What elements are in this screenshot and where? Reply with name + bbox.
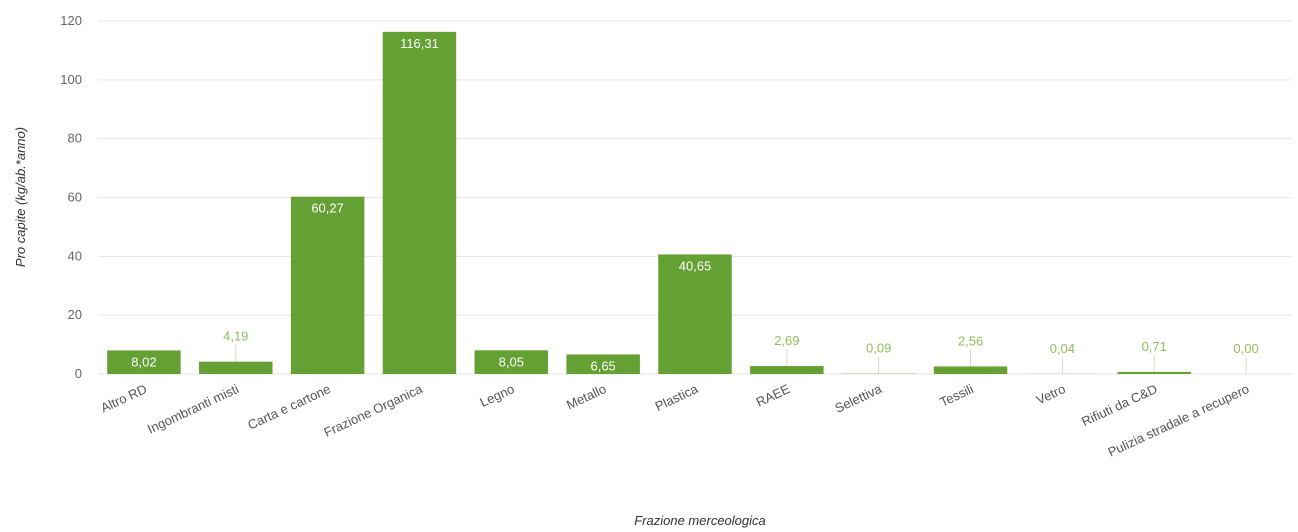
y-tick-label: 60 (68, 190, 82, 205)
y-tick-label: 40 (68, 248, 82, 263)
category-label: Metallo (564, 381, 608, 412)
bar (107, 350, 181, 374)
y-tick-label: 120 (60, 13, 82, 28)
category-label: Ingombranti misti (145, 381, 241, 436)
bar (750, 366, 824, 374)
data-label: 0,71 (1142, 339, 1167, 354)
bar (199, 361, 273, 374)
bar (1117, 371, 1191, 374)
x-axis-title: Frazione merceologica (634, 513, 766, 528)
data-label: 2,56 (958, 333, 983, 348)
y-tick-labels: 0 20 40 60 80 100 120 (60, 13, 82, 381)
category-label: Plastica (653, 381, 701, 414)
data-label: 60,27 (311, 201, 344, 216)
y-tick-label: 20 (68, 307, 82, 322)
y-tick-label: 0 (75, 366, 82, 381)
data-label: 2,69 (774, 333, 799, 348)
data-label: 40,65 (679, 258, 712, 273)
category-label: Selettiva (832, 381, 884, 416)
bar (474, 350, 549, 374)
y-tick-label: 80 (68, 131, 82, 146)
bar (566, 354, 640, 374)
bar (658, 254, 732, 374)
category-label: Legno (477, 381, 516, 410)
data-label: 0,09 (866, 341, 891, 356)
data-label: 0,00 (1233, 341, 1258, 356)
category-label: Rifiuti da C&D (1079, 381, 1159, 429)
y-axis-title: Pro capite (kg/ab.*anno) (13, 127, 28, 267)
y-tick-label: 100 (60, 72, 82, 87)
data-label: 4,19 (223, 329, 248, 344)
category-label: Frazione Organica (321, 381, 425, 440)
category-label: Tessili (937, 381, 976, 410)
data-labels: 8,02 4,19 60,27 116,31 8,05 6,65 40,65 2,69 0,09… (131, 36, 1259, 374)
data-label: 116,31 (400, 36, 439, 51)
data-label: 0,04 (1050, 341, 1075, 356)
data-label: 8,02 (131, 354, 156, 369)
bar (290, 196, 365, 374)
category-label: RAEE (754, 381, 793, 410)
category-label: Altro RD (98, 381, 149, 415)
category-label: Carta e cartone (245, 381, 333, 432)
bar (382, 31, 457, 375)
data-label: 6,65 (590, 358, 615, 373)
category-label: Vetro (1034, 381, 1068, 407)
bars (107, 31, 1191, 375)
bar (933, 366, 1008, 374)
data-label: 8,05 (499, 354, 524, 369)
